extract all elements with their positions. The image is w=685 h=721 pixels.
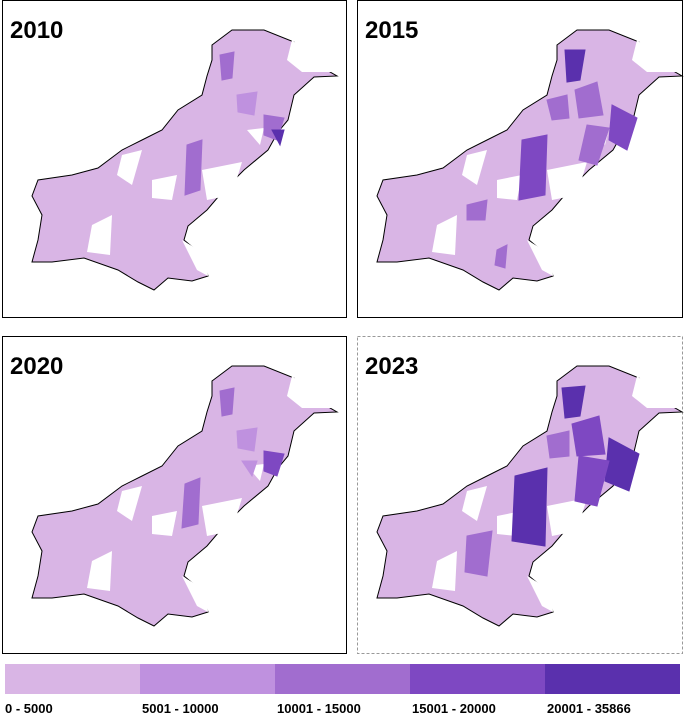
- panel-border: [2, 0, 347, 318]
- no-data-area: [117, 150, 142, 185]
- panel-border: [357, 0, 683, 318]
- no-data-area: [152, 511, 177, 536]
- district-patch: [466, 199, 488, 221]
- no-data-area: [547, 162, 587, 200]
- no-data-area: [462, 150, 487, 185]
- no-data-area: [527, 240, 553, 276]
- no-data-area: [247, 128, 264, 145]
- district-patch: [546, 94, 570, 121]
- country-map: [31, 29, 339, 291]
- panel-title: 2010: [10, 17, 63, 44]
- district-patch: [464, 530, 493, 577]
- legend-label: 15001 - 20000: [412, 701, 496, 716]
- no-data-area: [547, 498, 587, 536]
- no-data-area: [202, 498, 242, 536]
- district-patch: [271, 129, 285, 147]
- no-data-area: [432, 551, 457, 591]
- country-map: [376, 29, 684, 291]
- district-patch: [241, 460, 258, 478]
- panel-title: 2023: [365, 353, 418, 380]
- district-patch: [561, 385, 586, 419]
- district-patch: [564, 49, 586, 83]
- country-map: [31, 365, 339, 627]
- panel-border: [2, 336, 347, 654]
- district-patch: [578, 124, 610, 166]
- no-data-area: [182, 240, 208, 276]
- legend-label: 5001 - 10000: [142, 701, 219, 716]
- no-data-area: [152, 175, 177, 200]
- panel-border: [357, 336, 683, 654]
- district-patch: [181, 477, 201, 529]
- district-patch: [608, 104, 638, 151]
- no-data-area: [87, 215, 112, 255]
- district-patch: [546, 430, 570, 459]
- no-data-area: [497, 175, 522, 200]
- legend-label: 10001 - 15000: [277, 701, 361, 716]
- legend-swatch: [545, 664, 680, 694]
- legend-swatch: [5, 664, 140, 694]
- district-patch: [494, 244, 508, 269]
- district-patch: [263, 450, 285, 477]
- legend-swatch: [140, 664, 275, 694]
- no-data-area: [527, 576, 553, 612]
- no-data-area: [117, 486, 142, 521]
- map-panel: 2020: [2, 336, 347, 654]
- country-map: [376, 365, 684, 627]
- no-data-area: [182, 576, 208, 612]
- district-patch: [518, 134, 548, 201]
- panel-title: 2020: [10, 353, 63, 380]
- district-patch: [511, 467, 548, 547]
- no-data-area: [287, 376, 332, 408]
- district-patch: [571, 415, 606, 457]
- map-panel: 2010: [2, 0, 347, 318]
- map-panel: 2015: [357, 0, 684, 318]
- district-patch: [574, 455, 610, 507]
- no-data-area: [632, 40, 677, 72]
- district-patch: [574, 81, 604, 119]
- legend-label: 20001 - 35866: [547, 701, 631, 716]
- legend-label: 0 - 5000: [5, 701, 53, 716]
- district-patch: [219, 387, 235, 417]
- district-patch: [236, 91, 258, 116]
- district-patch: [219, 51, 235, 81]
- map-panel: 2023: [357, 336, 684, 654]
- no-data-area: [287, 40, 332, 72]
- no-data-area: [202, 162, 242, 200]
- no-data-area: [632, 376, 677, 408]
- legend-swatch: [275, 664, 410, 694]
- district-patch: [184, 139, 203, 196]
- no-data-area: [462, 486, 487, 521]
- legend-swatch: [410, 664, 545, 694]
- no-data-area: [87, 551, 112, 591]
- district-patch: [236, 427, 258, 452]
- panel-title: 2015: [365, 17, 418, 44]
- no-data-area: [432, 215, 457, 255]
